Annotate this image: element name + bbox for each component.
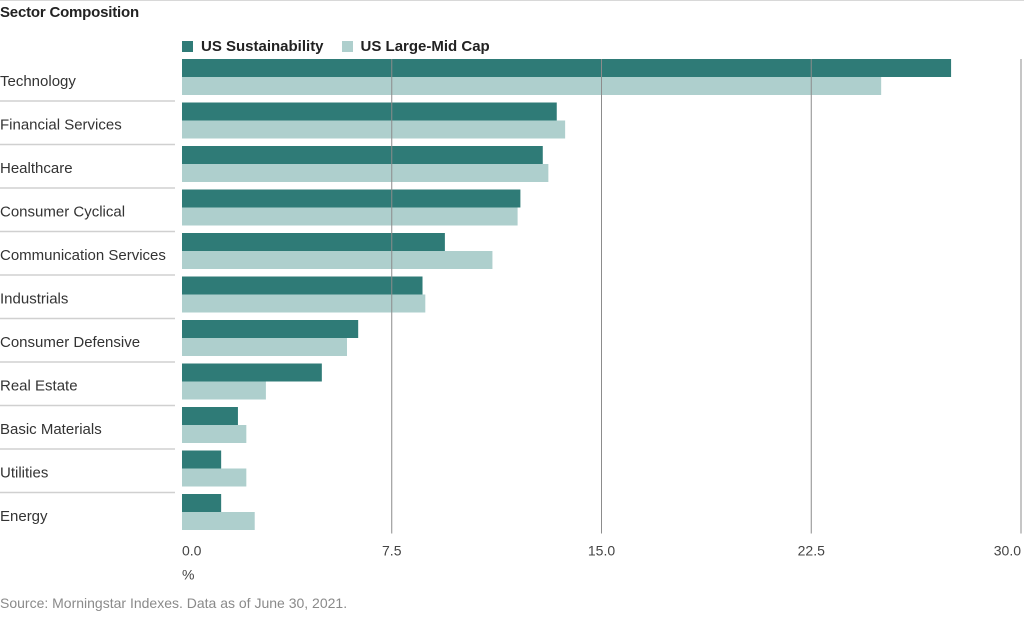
bar-series-2 <box>182 512 255 530</box>
top-rule <box>0 0 1024 1</box>
bar-series-2 <box>182 425 247 443</box>
category-label: Industrials <box>0 291 68 308</box>
bar-series-1 <box>182 146 543 164</box>
legend-label-series-2: US Large-Mid Cap <box>360 38 490 55</box>
x-tick-label: 22.5 <box>798 543 825 559</box>
bar-series-1 <box>182 320 359 338</box>
bar-series-2 <box>182 207 518 226</box>
bar-series-2 <box>182 294 426 313</box>
bar-series-2 <box>182 468 247 487</box>
category-label: Real Estate <box>0 378 78 395</box>
bar-series-2 <box>182 164 549 182</box>
category-label: Consumer Cyclical <box>0 204 125 221</box>
category-label: Healthcare <box>0 160 73 177</box>
bar-series-1 <box>182 59 952 77</box>
bar-series-1 <box>182 276 423 295</box>
category-label: Communication Services <box>0 247 166 264</box>
legend-swatch-series-2 <box>341 41 353 52</box>
x-axis-label: % <box>182 567 194 583</box>
legend-item-series-2: US Large-Mid Cap <box>341 38 490 55</box>
bar-series-1 <box>182 102 557 121</box>
bar-series-1 <box>182 363 322 382</box>
bar-series-1 <box>182 189 521 208</box>
category-label: Consumer Defensive <box>0 334 140 351</box>
x-tick-label: 15.0 <box>588 543 615 559</box>
x-tick-label: 30.0 <box>994 543 1021 559</box>
legend-label-series-1: US Sustainability <box>201 38 324 55</box>
legend-swatch-series-1 <box>182 41 193 52</box>
bar-series-2 <box>182 338 348 356</box>
category-label: Technology <box>0 73 76 90</box>
x-tick-label: 7.5 <box>382 543 402 559</box>
source-note: Source: Morningstar Indexes. Data as of … <box>0 595 348 611</box>
bar-series-2 <box>182 381 266 400</box>
bar-series-2 <box>182 120 566 139</box>
category-label: Energy <box>0 508 48 525</box>
bar-series-2 <box>182 251 493 269</box>
bar-series-1 <box>182 233 445 251</box>
category-label: Financial Services <box>0 117 122 134</box>
bar-series-1 <box>182 407 238 425</box>
bar-series-2 <box>182 77 882 95</box>
bar-series-1 <box>182 494 222 512</box>
chart-title: Sector Composition <box>0 4 139 21</box>
bar-chart: Technology Financial Services Healthcare Co… <box>0 59 1022 583</box>
legend-item-series-1: US Sustainability <box>182 38 324 55</box>
bar-series-1 <box>182 450 222 469</box>
x-tick-label: 0.0 <box>182 543 202 559</box>
category-label: Basic Materials <box>0 421 102 438</box>
category-label: Utilities <box>0 465 48 482</box>
chart-legend: US Sustainability US Large-Mid Cap <box>182 38 508 55</box>
